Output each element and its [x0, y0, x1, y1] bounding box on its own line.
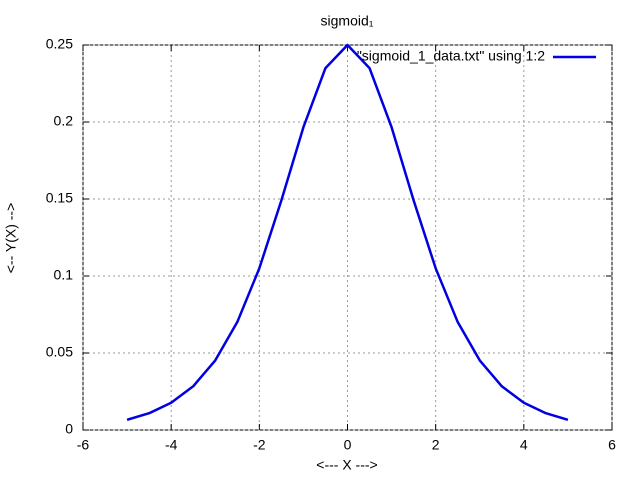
x-tick-label: -6: [77, 437, 90, 453]
y-tick-label: 0.1: [54, 267, 74, 283]
x-tick-label: -4: [165, 437, 178, 453]
chart-title: sigmoid₁: [321, 13, 374, 29]
y-tick-label: 0.2: [54, 113, 74, 129]
y-tick-label: 0: [65, 421, 73, 437]
x-axis-label: <--- X --->: [316, 457, 377, 473]
x-tick-label: 0: [344, 437, 352, 453]
x-tick-label: 2: [432, 437, 440, 453]
x-tick-label: -2: [253, 437, 266, 453]
x-tick-label: 4: [520, 437, 528, 453]
y-tick-label: 0.15: [46, 190, 73, 206]
y-tick-label: 0.05: [46, 344, 73, 360]
y-axis-label: <-- Y(X) -->: [3, 203, 19, 274]
data-line: [126, 43, 569, 422]
legend-label: "sigmoid_1_data.txt" using 1:2: [357, 48, 545, 64]
plot-frame: [82, 44, 613, 431]
y-tick-label: 0.25: [46, 36, 73, 52]
x-tick-label: 6: [608, 437, 616, 453]
